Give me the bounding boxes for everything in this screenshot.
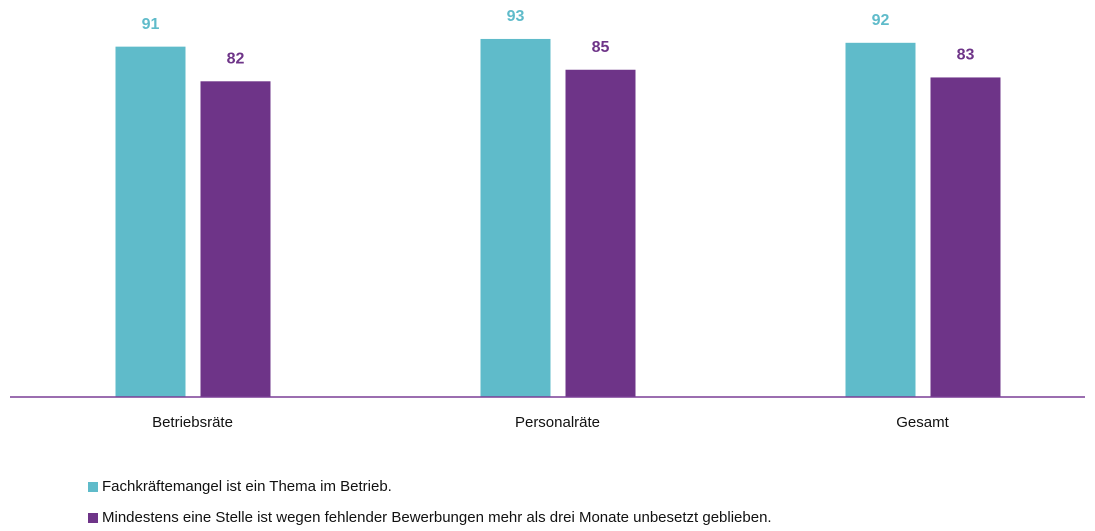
value-label: 85: [592, 39, 610, 56]
value-label: 91: [142, 16, 160, 33]
legend-swatch: [88, 482, 98, 492]
value-label: 92: [872, 12, 890, 29]
bar: [930, 77, 1001, 397]
x-tick-label: Personalräte: [515, 414, 600, 431]
value-label: 82: [227, 51, 245, 68]
x-tick-label: Gesamt: [896, 414, 949, 431]
value-label: 93: [507, 8, 525, 25]
value-label: 83: [957, 47, 975, 64]
bar: [480, 38, 551, 397]
x-tick-label: Betriebsräte: [152, 414, 233, 431]
legend-label: Fachkräftemangel ist ein Thema im Betrie…: [102, 478, 392, 495]
bar: [565, 69, 636, 397]
legend-swatch: [88, 513, 98, 523]
bar: [200, 81, 271, 398]
legend-label: Mindestens eine Stelle ist wegen fehlend…: [102, 509, 772, 526]
bar: [845, 42, 916, 398]
bar: [115, 46, 186, 398]
